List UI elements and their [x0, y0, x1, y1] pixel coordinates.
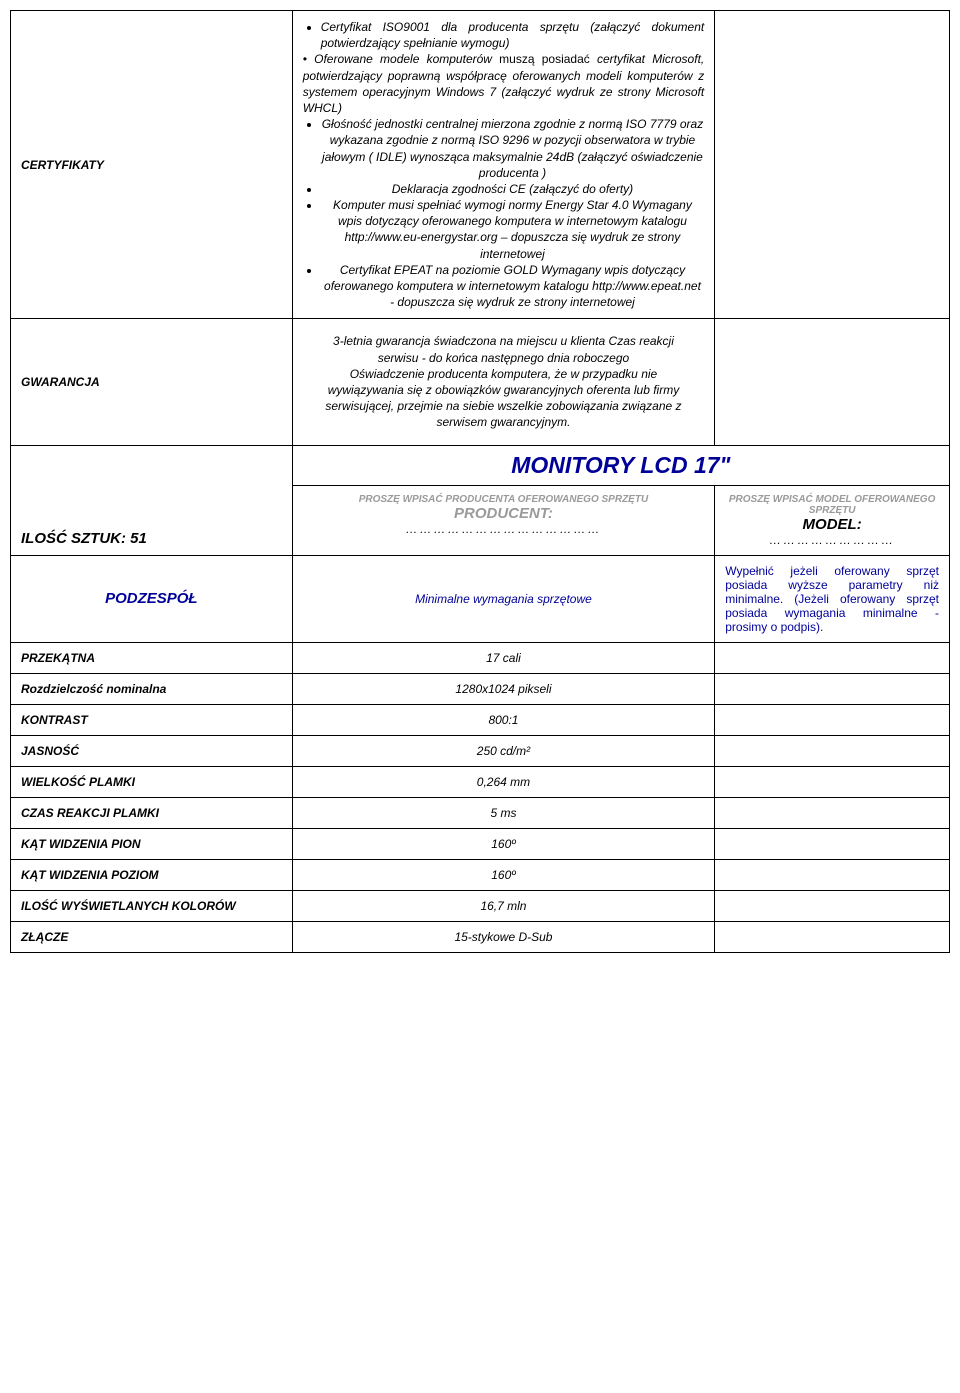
spec-value: 5 ms — [292, 797, 715, 828]
producent-label: PRODUCENT: — [454, 505, 553, 522]
spec-value: 160º — [292, 828, 715, 859]
cell-min-spec: Minimalne wymagania sprzętowe — [292, 555, 715, 642]
spec-empty — [715, 797, 950, 828]
spec-empty — [715, 642, 950, 673]
spec-label: KĄT WIDZENIA POZIOM — [11, 859, 293, 890]
producent-prompt: PROSZĘ WPISAĆ PRODUCENTA OFEROWANEGO SPR… — [303, 494, 705, 505]
spec-empty — [715, 673, 950, 704]
spec-empty — [715, 704, 950, 735]
spec-label: Rozdzielczość nominalna — [11, 673, 293, 704]
cell-model: PROSZĘ WPISAĆ MODEL OFEROWANEGO SPRZĘTU … — [715, 485, 950, 555]
spec-value: 15-stykowe D-Sub — [292, 921, 715, 952]
cell-gwarancja-empty — [715, 319, 950, 445]
table-row: JASNOŚĆ250 cd/m² — [11, 735, 950, 766]
table-row: CZAS REAKCJI PLAMKI5 ms — [11, 797, 950, 828]
spec-value: 0,264 mm — [292, 766, 715, 797]
model-dots: ……………………… — [725, 533, 939, 547]
podzespol-label: PODZESPÓŁ — [105, 590, 198, 607]
cell-gwarancja-body: 3-letnia gwarancja świadczona na miejscu… — [292, 319, 715, 445]
spec-value: 16,7 mln — [292, 890, 715, 921]
table-row: Rozdzielczość nominalna1280x1024 pikseli — [11, 673, 950, 704]
spec-empty — [715, 859, 950, 890]
row-podzespol: PODZESPÓŁ Minimalne wymagania sprzętowe … — [11, 555, 950, 642]
table-row: KONTRAST800:1 — [11, 704, 950, 735]
cell-gwarancja-label: GWARANCJA — [11, 319, 293, 445]
spec-empty — [715, 921, 950, 952]
cell-podzespol-label: PODZESPÓŁ — [11, 555, 293, 642]
monitor-title: MONITORY LCD 17" — [511, 452, 730, 478]
cert-item-3: Głośność jednostki centralnej mierzona z… — [321, 116, 705, 181]
table-row: ILOŚĆ WYŚWIETLANYCH KOLORÓW16,7 mln — [11, 890, 950, 921]
row-monitor-title: ILOŚĆ SZTUK: 51 MONITORY LCD 17" — [11, 445, 950, 485]
spec-label: JASNOŚĆ — [11, 735, 293, 766]
table-row: KĄT WIDZENIA POZIOM160º — [11, 859, 950, 890]
spec-empty — [715, 766, 950, 797]
cell-monitor-title: MONITORY LCD 17" — [292, 445, 949, 485]
spec-table: CERTYFIKATY Certyfikat ISO9001 dla produ… — [10, 10, 950, 953]
spec-value: 250 cd/m² — [292, 735, 715, 766]
model-label: MODEL: — [725, 516, 939, 533]
cert-item-1: Certyfikat ISO9001 dla producenta sprzęt… — [321, 19, 705, 51]
row-certifikaty: CERTYFIKATY Certyfikat ISO9001 dla produ… — [11, 11, 950, 319]
monitor-qty: ILOŚĆ SZTUK: 51 — [21, 530, 147, 547]
certifikaty-list-2: Głośność jednostki centralnej mierzona z… — [303, 116, 705, 310]
cell-certifikaty-body: Certyfikat ISO9001 dla producenta sprzęt… — [292, 11, 715, 319]
row-gwarancja: GWARANCJA 3-letnia gwarancja świadczona … — [11, 319, 950, 445]
spec-value: 160º — [292, 859, 715, 890]
spec-value: 800:1 — [292, 704, 715, 735]
certifikaty-list: Certyfikat ISO9001 dla producenta sprzęt… — [303, 19, 705, 51]
spec-empty — [715, 890, 950, 921]
cert-item-2: • Oferowane modele komputerów muszą posi… — [303, 51, 705, 116]
cell-certifikaty-empty — [715, 11, 950, 319]
cert-item-5: Komputer musi spełniać wymogi normy Ener… — [321, 197, 705, 262]
cert-item-6: Certyfikat EPEAT na poziomie GOLD Wymaga… — [321, 262, 705, 311]
certifikaty-label: CERTYFIKATY — [21, 158, 104, 172]
cell-note: Wypełnić jeżeli oferowany sprzęt posiada… — [715, 555, 950, 642]
model-prompt: PROSZĘ WPISAĆ MODEL OFEROWANEGO SPRZĘTU — [725, 494, 939, 516]
spec-label: ZŁĄCZE — [11, 921, 293, 952]
cell-certifikaty-label: CERTYFIKATY — [11, 11, 293, 319]
spec-label: KONTRAST — [11, 704, 293, 735]
spec-value: 17 cali — [292, 642, 715, 673]
spec-label: WIELKOŚĆ PLAMKI — [11, 766, 293, 797]
table-row: WIELKOŚĆ PLAMKI0,264 mm — [11, 766, 950, 797]
spec-label: PRZEKĄTNA — [11, 642, 293, 673]
spec-label: KĄT WIDZENIA PION — [11, 828, 293, 859]
spec-empty — [715, 735, 950, 766]
cell-producent: PROSZĘ WPISAĆ PRODUCENTA OFEROWANEGO SPR… — [292, 485, 715, 555]
table-row: KĄT WIDZENIA PION160º — [11, 828, 950, 859]
spec-value: 1280x1024 pikseli — [292, 673, 715, 704]
spec-label: CZAS REAKCJI PLAMKI — [11, 797, 293, 828]
spec-empty — [715, 828, 950, 859]
gwarancja-label: GWARANCJA — [21, 375, 100, 389]
spec-label: ILOŚĆ WYŚWIETLANYCH KOLORÓW — [11, 890, 293, 921]
table-row: ZŁĄCZE15-stykowe D-Sub — [11, 921, 950, 952]
cert-item-4: Deklaracja zgodności CE (załączyć do ofe… — [321, 181, 705, 197]
producent-dots: …………………………………… — [303, 522, 705, 536]
table-row: PRZEKĄTNA17 cali — [11, 642, 950, 673]
cell-monitor-qty: ILOŚĆ SZTUK: 51 — [11, 445, 293, 555]
